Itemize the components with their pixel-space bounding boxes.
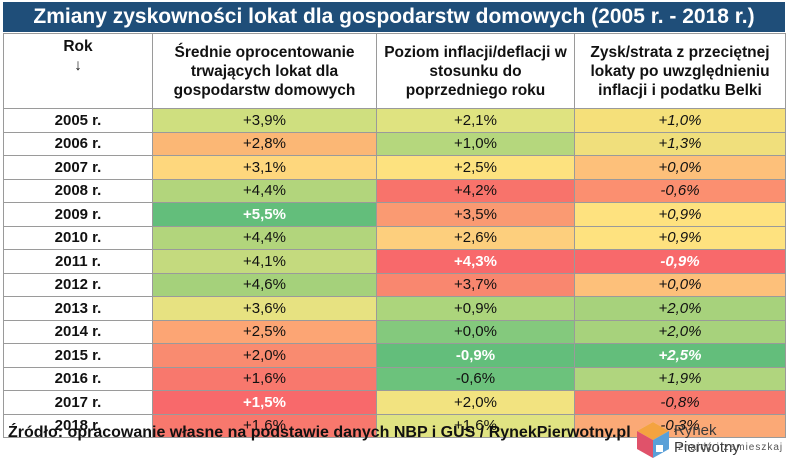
source-note: Źródło: opracowanie własne na podstawie … [8, 424, 631, 441]
table-row: 2013 r. +3,6% +0,9% +2,0% [3, 296, 786, 321]
real-return-cell: +2,0% [574, 319, 786, 344]
real-return-cell: +0,0% [574, 155, 786, 180]
table-row: 2011 r. +4,1% +4,3% -0,9% [3, 249, 786, 274]
inflation-cell: +1,6% [376, 413, 575, 438]
rate-cell: +3,6% [152, 296, 377, 321]
year-cell: 2017 r. [3, 390, 153, 415]
real-return-cell: +1,9% [574, 366, 786, 391]
col-header-rate: Średnie oprocentowanie trwających lokat … [152, 33, 377, 109]
year-cell: 2005 r. [3, 108, 153, 133]
inflation-cell: +2,0% [376, 390, 575, 415]
table-row: 2007 r. +3,1% +2,5% +0,0% [3, 155, 786, 180]
inflation-cell: +2,5% [376, 155, 575, 180]
table-row: 2006 r. +2,8% +1,0% +1,3% [3, 131, 786, 156]
inflation-cell: +2,1% [376, 108, 575, 133]
rate-cell: +4,6% [152, 272, 377, 297]
data-table: Rok ↓ Średnie oprocentowanie trwających … [3, 33, 786, 438]
real-return-cell: +2,0% [574, 296, 786, 321]
real-return-cell: -0,9% [574, 249, 786, 274]
real-return-cell: +2,5% [574, 343, 786, 368]
year-cell: 2015 r. [3, 343, 153, 368]
inflation-cell: +0,0% [376, 319, 575, 344]
real-return-cell: +0,9% [574, 225, 786, 250]
table-row: 2018 r. +1,6% +1,6% -0,3% [3, 413, 786, 438]
rate-cell: +2,5% [152, 319, 377, 344]
house-logo-icon [637, 422, 669, 458]
real-return-cell: +0,9% [574, 202, 786, 227]
inflation-cell: +1,0% [376, 131, 575, 156]
year-cell: 2008 r. [3, 178, 153, 203]
year-cell: 2014 r. [3, 319, 153, 344]
inflation-cell: +3,7% [376, 272, 575, 297]
rate-cell: +5,5% [152, 202, 377, 227]
inflation-cell: +4,3% [376, 249, 575, 274]
rate-cell: +4,1% [152, 249, 377, 274]
col-header-real-return: Zysk/strata z przeciętnej lokaty po uwzg… [574, 33, 786, 109]
chart-title: Zmiany zyskowności lokat dla gospodarstw… [3, 2, 785, 32]
rate-cell: +1,5% [152, 390, 377, 415]
logo-tagline: znajdź i zamieszkaj [678, 442, 784, 453]
table-row: 2014 r. +2,5% +0,0% +2,0% [3, 319, 786, 344]
rate-cell: +2,0% [152, 343, 377, 368]
rate-cell: +4,4% [152, 178, 377, 203]
year-cell: 2010 r. [3, 225, 153, 250]
inflation-cell: +0,9% [376, 296, 575, 321]
year-cell: 2016 r. [3, 366, 153, 391]
table-row: 2012 r. +4,6% +3,7% +0,0% [3, 272, 786, 297]
rate-cell: +1,6% [152, 366, 377, 391]
year-cell: 2011 r. [3, 249, 153, 274]
inflation-cell: +3,5% [376, 202, 575, 227]
real-return-cell: +0,0% [574, 272, 786, 297]
col-header-inflation: Poziom inflacji/deflacji w stosunku do p… [376, 33, 575, 109]
table-row: 2008 r. +4,4% +4,2% -0,6% [3, 178, 786, 203]
brand-logo[interactable]: Rynek Pierwotny znajdź i zamieszkaj [634, 420, 784, 462]
year-cell: 2007 r. [3, 155, 153, 180]
rate-cell: +3,9% [152, 108, 377, 133]
table-row: 2010 r. +4,4% +2,6% +0,9% [3, 225, 786, 250]
year-cell: 2012 r. [3, 272, 153, 297]
real-return-cell: +1,3% [574, 131, 786, 156]
rate-cell: +3,1% [152, 155, 377, 180]
rate-cell: +2,8% [152, 131, 377, 156]
inflation-cell: +4,2% [376, 178, 575, 203]
year-cell: 2006 r. [3, 131, 153, 156]
real-return-cell: +1,0% [574, 108, 786, 133]
col-header-year: Rok ↓ [3, 33, 153, 109]
real-return-cell: -0,3% [574, 413, 786, 438]
table-row: 2015 r. +2,0% -0,9% +2,5% [3, 343, 786, 368]
logo-name: Rynek Pierwotny [674, 422, 740, 456]
table-row: 2017 r. +1,5% +2,0% -0,8% [3, 390, 786, 415]
rate-cell: +1,6% [152, 413, 377, 438]
rate-cell: +4,4% [152, 225, 377, 250]
table-row: 2005 r. +3,9% +2,1% +1,0% [3, 108, 786, 133]
year-cell: 2013 r. [3, 296, 153, 321]
table-row: 2009 r. +5,5% +3,5% +0,9% [3, 202, 786, 227]
real-return-cell: -0,6% [574, 178, 786, 203]
year-cell: 2018 r. [3, 413, 153, 438]
header-row: Rok ↓ Średnie oprocentowanie trwających … [3, 33, 786, 109]
real-return-cell: -0,8% [574, 390, 786, 415]
inflation-cell: +2,6% [376, 225, 575, 250]
year-cell: 2009 r. [3, 202, 153, 227]
inflation-cell: -0,6% [376, 366, 575, 391]
table-row: 2016 r. +1,6% -0,6% +1,9% [3, 366, 786, 391]
inflation-cell: -0,9% [376, 343, 575, 368]
